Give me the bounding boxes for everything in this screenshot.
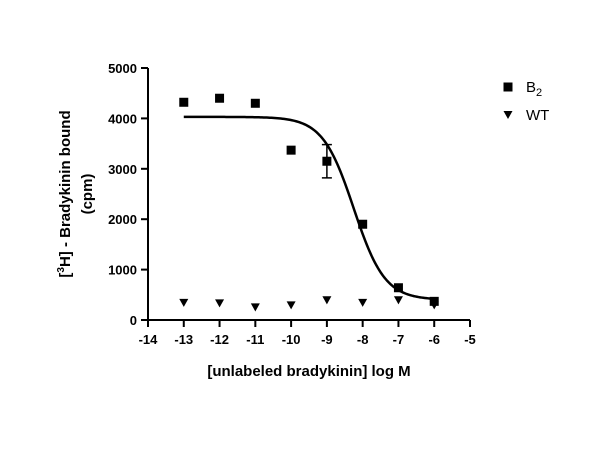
x-tick-label: -7: [393, 332, 405, 347]
y-tick-label: 3000: [108, 162, 137, 177]
x-tick-label: -12: [210, 332, 229, 347]
wt-data-point: [358, 298, 368, 307]
x-tick-label: -9: [321, 332, 333, 347]
legend-wt-label: WT: [526, 107, 549, 124]
wt-data-point: [179, 298, 189, 307]
b2-data-point: [393, 283, 403, 293]
b2-data-point: [358, 219, 368, 229]
x-tick-label: -6: [428, 332, 440, 347]
b2-data-point: [250, 98, 260, 108]
wt-data-point: [215, 299, 225, 308]
wt-data-point: [250, 303, 260, 312]
legend-b2-label: B2: [526, 79, 542, 99]
y-axis-title: [3H] - Bradykinin bound: [56, 110, 74, 277]
b2-data-point: [215, 93, 225, 103]
y-tick-label: 1000: [108, 263, 137, 278]
legend-b2-marker: [503, 82, 513, 92]
x-axis-title: [unlabeled bradykinin] log M: [207, 363, 410, 380]
x-tick-label: -14: [139, 332, 159, 347]
y-axis-title-unit: (cpm): [79, 174, 96, 215]
x-tick-label: -13: [174, 332, 193, 347]
x-tick-label: -10: [282, 332, 301, 347]
y-tick-label: 4000: [108, 111, 137, 126]
b2-data-point: [179, 97, 189, 107]
b2-fit-curve: [183, 115, 435, 301]
y-tick-label: 2000: [108, 212, 137, 227]
b2-data-point: [322, 156, 332, 166]
x-tick-label: -5: [464, 332, 476, 347]
y-tick-label: 5000: [108, 61, 137, 76]
y-tick-label: 0: [130, 313, 137, 328]
b2-data-point: [286, 145, 296, 155]
x-tick-label: -8: [357, 332, 369, 347]
legend-wt-marker: [503, 110, 513, 120]
x-tick-label: -11: [246, 332, 264, 347]
wt-data-point: [286, 301, 296, 310]
wt-data-point: [393, 296, 403, 305]
wt-data-point: [322, 296, 332, 305]
wt-data-point: [429, 301, 439, 310]
